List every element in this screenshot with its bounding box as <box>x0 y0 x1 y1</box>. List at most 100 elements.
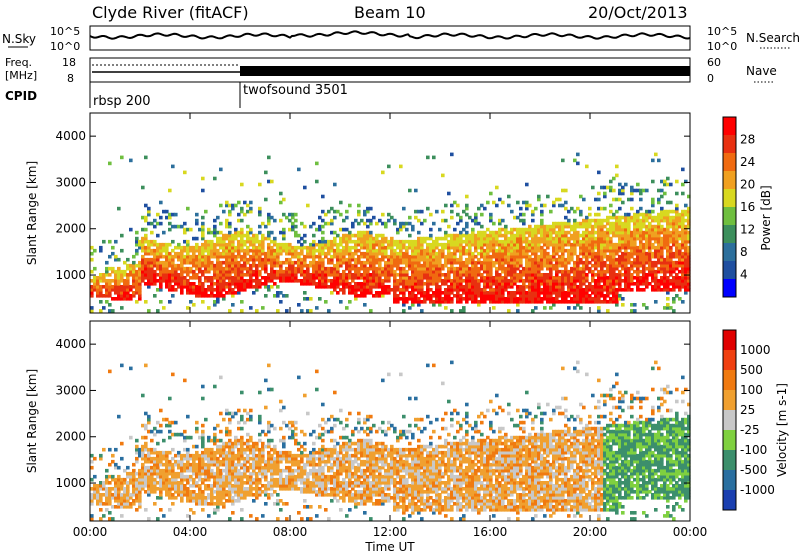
velocity-cell <box>222 493 226 497</box>
power-cell <box>183 257 187 262</box>
power-cell <box>306 269 310 274</box>
power-cell <box>225 248 229 253</box>
power-cell <box>627 285 631 289</box>
velocity-cell <box>216 474 220 479</box>
power-cell <box>315 306 319 310</box>
power-cell <box>615 279 619 283</box>
power-cell <box>123 297 127 301</box>
power-cell <box>519 212 523 217</box>
power-cell <box>594 254 598 259</box>
power-cell <box>357 239 361 244</box>
power-cell <box>339 282 343 286</box>
power-cell <box>516 236 520 241</box>
power-cell <box>618 248 622 253</box>
power-cell <box>540 282 544 286</box>
power-cell <box>138 288 142 292</box>
power-cell <box>528 297 532 301</box>
power-cell <box>393 276 397 280</box>
velocity-cell <box>231 456 235 461</box>
power-cell <box>246 224 250 229</box>
power-cell <box>426 257 430 262</box>
power-cell <box>624 285 628 289</box>
power-cell <box>150 251 154 256</box>
power-cell <box>171 294 175 298</box>
velocity-cell <box>189 435 193 440</box>
power-cell <box>165 282 169 286</box>
power-cell <box>384 285 388 289</box>
power-cell <box>603 260 607 265</box>
power-cell <box>414 257 418 262</box>
power-cell <box>648 221 652 226</box>
power-cell <box>522 200 526 205</box>
power-cell <box>264 224 268 229</box>
power-cell <box>384 269 388 274</box>
power-cell <box>630 185 634 190</box>
velocity-cell <box>225 444 229 449</box>
power-cell <box>423 282 427 286</box>
power-cell <box>492 251 496 256</box>
power-cell <box>132 263 136 268</box>
velocity-cell <box>141 462 145 467</box>
power-cell <box>462 269 466 274</box>
power-cell <box>612 176 616 181</box>
power-cell <box>666 236 670 241</box>
power-cell <box>450 300 454 304</box>
power-cell <box>609 288 613 292</box>
power-cell <box>105 291 109 295</box>
power-cell <box>402 300 406 304</box>
power-cell <box>498 230 502 235</box>
power-cell <box>531 276 535 280</box>
power-cell <box>666 260 670 265</box>
power-cell <box>510 230 514 235</box>
power-cell <box>492 254 496 259</box>
power-cell <box>669 251 673 256</box>
power-cell <box>351 224 355 229</box>
power-cell <box>231 257 235 262</box>
power-cell <box>534 206 538 211</box>
power-cell <box>552 239 556 244</box>
power-cell <box>669 279 673 283</box>
power-cell <box>468 294 472 298</box>
search-label: N.Search <box>746 31 800 45</box>
power-cell <box>369 245 373 250</box>
power-cell <box>414 269 418 274</box>
velocity-cell <box>147 453 151 458</box>
power-cell <box>543 233 547 238</box>
power-cell <box>372 248 376 253</box>
velocity-cell <box>228 432 232 437</box>
power-cell <box>660 245 664 250</box>
power-cell <box>372 263 376 268</box>
power-cell <box>477 282 481 286</box>
power-cell <box>216 288 220 292</box>
power-cell <box>357 276 361 280</box>
power-cell <box>609 260 613 265</box>
power-colorbar-swatch <box>723 135 736 154</box>
velocity-cell <box>135 450 139 455</box>
power-cell <box>585 273 589 277</box>
power-cell <box>528 279 532 283</box>
power-cell <box>141 260 145 265</box>
power-cell <box>219 291 223 295</box>
power-cell <box>192 276 196 280</box>
power-cell <box>570 206 574 211</box>
power-cell <box>228 263 232 268</box>
power-cell <box>657 158 661 163</box>
power-cell <box>636 260 640 265</box>
power-cell <box>123 260 127 265</box>
power-cell <box>147 263 151 268</box>
power-cell <box>120 285 124 289</box>
power-cell <box>582 254 586 259</box>
power-cell <box>378 263 382 268</box>
power-cell <box>552 297 556 301</box>
velocity-cell <box>117 477 121 482</box>
power-cell <box>669 254 673 259</box>
power-cell <box>528 263 532 268</box>
power-cell <box>612 291 616 295</box>
power-cell <box>630 260 634 265</box>
power-cell <box>501 260 505 265</box>
power-cell <box>606 185 610 190</box>
power-cell <box>462 209 466 214</box>
power-cell <box>144 227 148 232</box>
power-cell <box>225 285 229 289</box>
power-cell <box>144 233 148 238</box>
